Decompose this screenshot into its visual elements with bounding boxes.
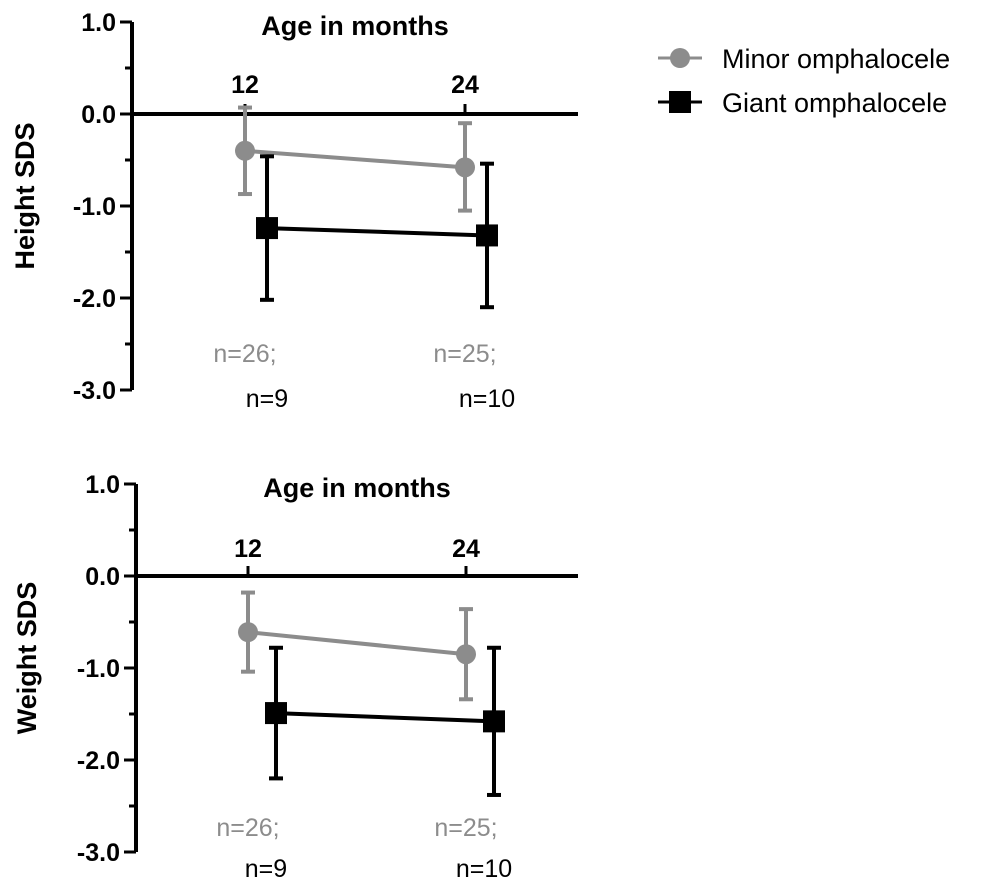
legend-label-giant: Giant omphalocele (722, 88, 947, 118)
legend: Minor omphalocele Giant omphalocele (658, 44, 950, 118)
x-axis-title: Age in months (261, 11, 449, 41)
data-point-giant (256, 217, 278, 240)
series-line-minor (247, 630, 467, 657)
data-point-giant (265, 702, 287, 725)
y-tick-label: -1.0 (73, 193, 116, 221)
legend-label-minor: Minor omphalocele (722, 44, 950, 74)
y-tick-label: -3.0 (77, 839, 120, 867)
y-axis-title: Height SDS (10, 122, 40, 269)
y-tick-label: 0.0 (85, 563, 120, 591)
legend-item-giant: Giant omphalocele (658, 88, 947, 118)
n-label-giant: n=10 (456, 855, 512, 883)
data-point-minor (238, 622, 258, 643)
n-label-minor: n=25; (434, 814, 497, 842)
x-tick-label: 24 (452, 535, 480, 563)
y-tick-label: 1.0 (81, 9, 116, 37)
height-panel: 1.0 0.0 -1.0 -2.0 -3.0 12 24 Age in months Heigh… (10, 9, 578, 413)
legend-marker-giant (669, 91, 691, 113)
data-point-giant (476, 224, 498, 247)
y-tick-label: -2.0 (77, 747, 120, 775)
data-point-minor (455, 157, 475, 178)
series-line-giant (275, 711, 495, 724)
series-line-giant (266, 226, 488, 238)
y-tick-label: -2.0 (73, 285, 116, 313)
legend-marker-minor (670, 48, 690, 68)
weight-panel: 1.0 0.0 -1.0 -2.0 -3.0 12 24 Age in months Weigh… (12, 471, 578, 883)
data-point-giant (483, 710, 505, 733)
x-tick-label: 12 (231, 71, 259, 99)
series-line-minor (244, 148, 466, 170)
x-axis-title: Age in months (263, 473, 451, 503)
n-label-giant: n=9 (245, 855, 287, 883)
y-tick-label: 0.0 (81, 101, 116, 129)
x-tick-label: 12 (234, 535, 262, 563)
y-tick-label: -1.0 (77, 655, 120, 683)
data-point-minor (456, 644, 476, 665)
n-label-minor: n=26; (216, 814, 279, 842)
legend-item-minor: Minor omphalocele (658, 44, 950, 74)
y-tick-label: 1.0 (85, 471, 120, 499)
n-label-giant: n=10 (459, 385, 515, 413)
n-label-minor: n=25; (433, 340, 496, 368)
n-label-minor: n=26; (213, 340, 276, 368)
x-tick-label: 24 (451, 71, 479, 99)
y-tick-label: -3.0 (73, 377, 116, 405)
y-axis-title: Weight SDS (12, 582, 42, 735)
n-label-giant: n=9 (246, 385, 288, 413)
data-point-minor (235, 140, 255, 161)
